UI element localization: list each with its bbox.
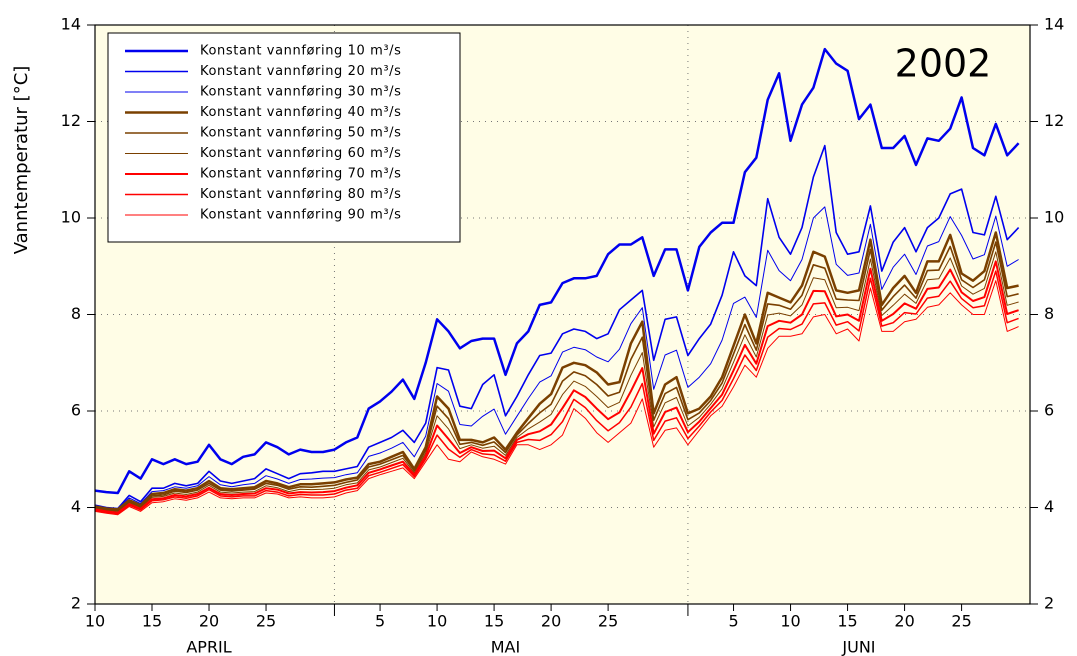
legend-label: Konstant vannføring 50 m³/s — [200, 126, 402, 141]
legend-label: Konstant vannføring 20 m³/s — [200, 64, 402, 79]
y2-tick-label: 2 — [1044, 594, 1054, 613]
y2-tick-label: 8 — [1044, 304, 1054, 323]
x-tick-label: 25 — [598, 612, 618, 631]
series-line — [94, 280, 1019, 516]
x-tick-label: 20 — [199, 612, 219, 631]
month-label: APRIL — [186, 638, 231, 656]
legend-label: Konstant vannføring 90 m³/s — [200, 208, 402, 223]
y2-tick-label: 10 — [1044, 208, 1064, 227]
series-line — [94, 231, 1019, 511]
series-line — [94, 241, 1019, 512]
series-line — [94, 260, 1019, 514]
chart-title: 2002 — [895, 42, 992, 86]
x-tick-label: 10 — [427, 612, 447, 631]
y-axis-label: Vanntemperatur [°C] — [11, 66, 32, 255]
legend-label: Konstant vannføring 10 m³/s — [200, 44, 402, 59]
x-tick-label: 15 — [837, 612, 857, 631]
legend-label: Konstant vannføring 70 m³/s — [200, 167, 402, 182]
y-tick-label: 6 — [71, 401, 81, 420]
x-tick-label: 10 — [780, 612, 800, 631]
y-tick-label: 14 — [61, 15, 81, 34]
y-tick-label: 8 — [71, 304, 81, 323]
x-tick-label: 20 — [541, 612, 561, 631]
y2-tick-label: 12 — [1044, 111, 1064, 130]
y-tick-label: 10 — [61, 208, 81, 227]
series-line — [94, 206, 1019, 510]
series-line — [94, 270, 1019, 515]
x-tick-label: 20 — [894, 612, 914, 631]
legend-box — [107, 32, 461, 243]
x-tick-label: 25 — [951, 612, 971, 631]
y-tick-label: 4 — [71, 497, 81, 516]
y2-tick-label: 14 — [1044, 15, 1064, 34]
legend-label: Konstant vannføring 40 m³/s — [200, 105, 402, 120]
x-tick-label: 5 — [375, 612, 385, 631]
month-label: MAI — [491, 638, 520, 656]
series-line — [94, 144, 1020, 510]
legend-label: Konstant vannføring 30 m³/s — [200, 85, 402, 100]
y2-tick-label: 6 — [1044, 401, 1054, 420]
series-line — [94, 47, 1020, 495]
plot-frame — [94, 24, 1031, 605]
month-label: JUNI — [841, 638, 875, 656]
legend-label: Konstant vannføring 60 m³/s — [200, 146, 402, 161]
y2-tick-label: 4 — [1044, 497, 1054, 516]
x-tick-label: 25 — [256, 612, 276, 631]
legend-label: Konstant vannføring 80 m³/s — [200, 187, 402, 202]
y-tick-label: 2 — [71, 594, 81, 613]
x-tick-label: 10 — [85, 612, 105, 631]
y-tick-label: 12 — [61, 111, 81, 130]
x-tick-label: 15 — [142, 612, 162, 631]
x-tick-label: 15 — [484, 612, 504, 631]
series-line — [94, 251, 1019, 512]
x-tick-label: 5 — [728, 612, 738, 631]
